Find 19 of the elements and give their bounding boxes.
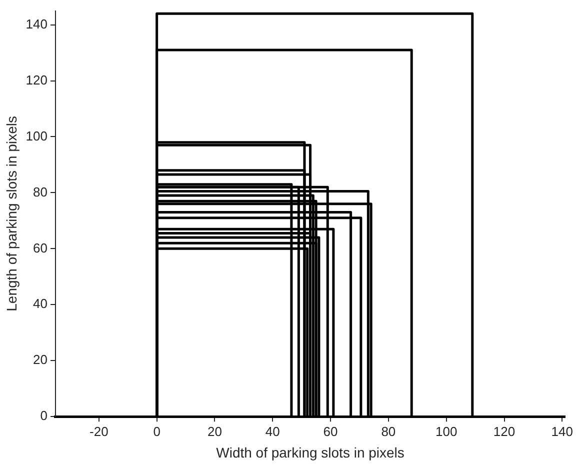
x-tick-label: 40 <box>265 424 280 439</box>
x-tick-label: 80 <box>381 424 396 439</box>
x-tick-label: 20 <box>207 424 222 439</box>
y-tick-label: 80 <box>33 184 48 200</box>
y-tick-label: 140 <box>26 16 48 32</box>
x-tick-label: 100 <box>435 424 458 439</box>
x-tick-label: 60 <box>323 424 338 439</box>
y-tick-label: 60 <box>33 240 48 256</box>
y-tick-label: 40 <box>33 296 48 312</box>
x-tick-label: 140 <box>551 424 574 439</box>
y-axis-title: Length of parking slots in pixels <box>3 116 20 312</box>
y-tick-label: 120 <box>26 72 48 88</box>
x-tick-label: 0 <box>153 424 160 439</box>
x-tick-label: 120 <box>493 424 516 439</box>
y-tick-label: 20 <box>33 352 48 368</box>
y-tick-label: 100 <box>26 128 48 144</box>
x-tick-label: -20 <box>90 424 108 439</box>
y-tick-label: 0 <box>40 408 48 424</box>
x-axis-title: Width of parking slots in pixels <box>216 444 404 460</box>
